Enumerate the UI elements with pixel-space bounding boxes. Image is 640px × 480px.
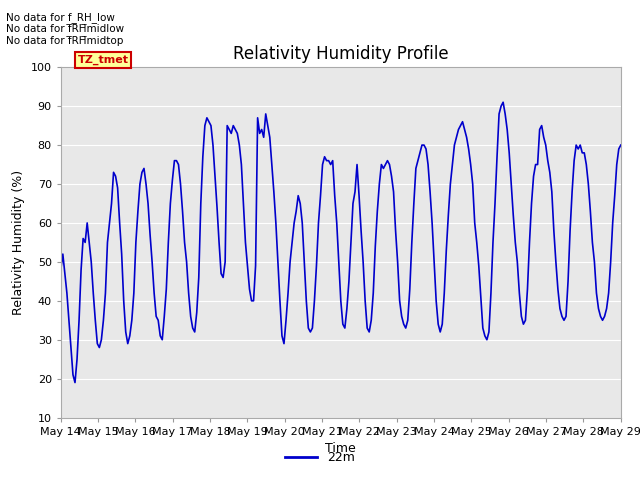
Legend: 22m: 22m xyxy=(280,446,360,469)
Text: No data for f_RH_low: No data for f_RH_low xyxy=(6,12,115,23)
Title: Relativity Humidity Profile: Relativity Humidity Profile xyxy=(233,45,449,63)
Y-axis label: Relativity Humidity (%): Relativity Humidity (%) xyxy=(12,170,25,315)
Text: No data for f̅RH̅midtop: No data for f̅RH̅midtop xyxy=(6,36,124,46)
X-axis label: Time: Time xyxy=(325,442,356,455)
Text: TZ_tmet: TZ_tmet xyxy=(77,55,129,65)
Text: No data for f̅RH̅midlow: No data for f̅RH̅midlow xyxy=(6,24,125,34)
